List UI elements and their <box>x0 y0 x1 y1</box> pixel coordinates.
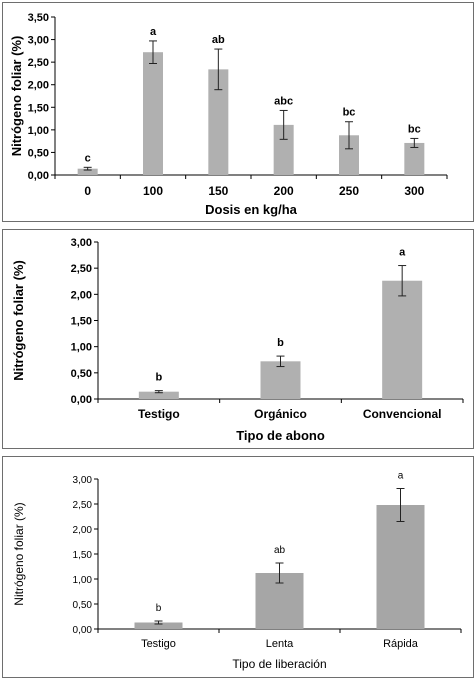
significance-label: abc <box>274 95 293 107</box>
bar <box>376 505 425 629</box>
y-axis-title: Nitrógeno foliar (%) <box>12 502 26 605</box>
x-category-label: Testigo <box>141 638 176 650</box>
x-category-label: Testigo <box>138 407 180 421</box>
y-tick-label: 0,00 <box>28 170 49 182</box>
y-tick-label: 1,50 <box>28 102 49 114</box>
significance-label: a <box>150 26 157 38</box>
bar <box>77 168 98 175</box>
bar <box>134 622 183 629</box>
x-category-label: 300 <box>404 184 424 198</box>
x-axis-title: Tipo de liberación <box>232 657 326 671</box>
x-category-label: 200 <box>274 184 294 198</box>
bar <box>404 142 425 175</box>
x-category-label: Lenta <box>266 638 294 650</box>
significance-label: c <box>85 152 91 164</box>
significance-label: bc <box>408 123 421 135</box>
chart-panel-dosis: 0,00 0,50 1,00 1,50 2,00 2,50 3,00 3,50 c 0 a 100 ab… <box>2 2 474 222</box>
chart-panel-liberacion: 0,00 0,50 1,00 1,50 2,00 2,50 3,00 b Testigo ab Le… <box>2 456 474 678</box>
x-category-label: 0 <box>84 184 91 198</box>
y-tick-label: 2,00 <box>71 289 92 301</box>
y-tick-label: 3,50 <box>28 12 49 24</box>
y-tick-label: 0,50 <box>28 147 49 159</box>
bar <box>143 52 163 176</box>
y-tick-label: 0,50 <box>71 368 92 380</box>
x-axis-title: Tipo de abono <box>236 428 325 443</box>
bar <box>273 124 294 175</box>
y-tick-label: 3,00 <box>71 237 92 249</box>
y-axis-title: Nitrógeno foliar (%) <box>11 260 26 381</box>
y-tick-label: 2,00 <box>73 525 93 536</box>
x-category-label: Rápida <box>383 638 419 650</box>
y-tick-label: 3,00 <box>73 475 93 486</box>
y-tick-label: 0,50 <box>73 600 93 611</box>
bar <box>339 135 359 175</box>
y-tick-label: 1,00 <box>28 125 49 137</box>
y-tick-label: 2,50 <box>71 263 92 275</box>
bar <box>208 69 229 175</box>
significance-label: b <box>156 603 162 614</box>
chart-panel-abono: 0,00 0,50 1,00 1,50 2,00 2,50 3,00 b Testigo b Org… <box>2 229 474 449</box>
y-tick-label: 2,50 <box>73 500 93 511</box>
y-tick-label: 2,00 <box>28 80 49 92</box>
bar <box>260 361 301 399</box>
significance-label: ab <box>274 545 286 556</box>
x-axis-title: Dosis en kg/ha <box>205 202 298 217</box>
chart-abono: 0,00 0,50 1,00 1,50 2,00 2,50 3,00 b Testigo b Org… <box>11 237 464 443</box>
y-tick-label: 2,50 <box>28 57 49 69</box>
y-axis-title: Nitrógeno foliar (%) <box>9 36 24 157</box>
y-tick-label: 3,00 <box>28 35 49 47</box>
x-category-label: Orgánico <box>254 407 307 421</box>
y-tick-label: 0,00 <box>71 394 92 406</box>
significance-label: ab <box>212 34 225 46</box>
bar <box>138 391 179 399</box>
significance-label: a <box>398 471 404 482</box>
y-tick-label: 1,00 <box>73 575 93 586</box>
chart-liberacion: 0,00 0,50 1,00 1,50 2,00 2,50 3,00 b Testigo ab Le… <box>12 471 462 671</box>
y-tick-label: 1,50 <box>71 316 92 328</box>
significance-label: b <box>155 372 162 384</box>
y-tick-label: 0,00 <box>73 625 93 636</box>
y-tick-label: 1,50 <box>73 550 93 561</box>
y-tick-label: 1,00 <box>71 342 92 354</box>
bar <box>382 280 423 399</box>
x-category-label: 250 <box>339 184 359 198</box>
chart-dosis: 0,00 0,50 1,00 1,50 2,00 2,50 3,00 3,50 c 0 a 100 ab… <box>9 12 448 217</box>
x-category-label: 150 <box>208 184 228 198</box>
significance-label: b <box>277 337 284 349</box>
significance-label: a <box>399 247 406 259</box>
x-category-label: Convencional <box>363 407 442 421</box>
significance-label: bc <box>343 107 356 119</box>
x-category-label: 100 <box>143 184 163 198</box>
